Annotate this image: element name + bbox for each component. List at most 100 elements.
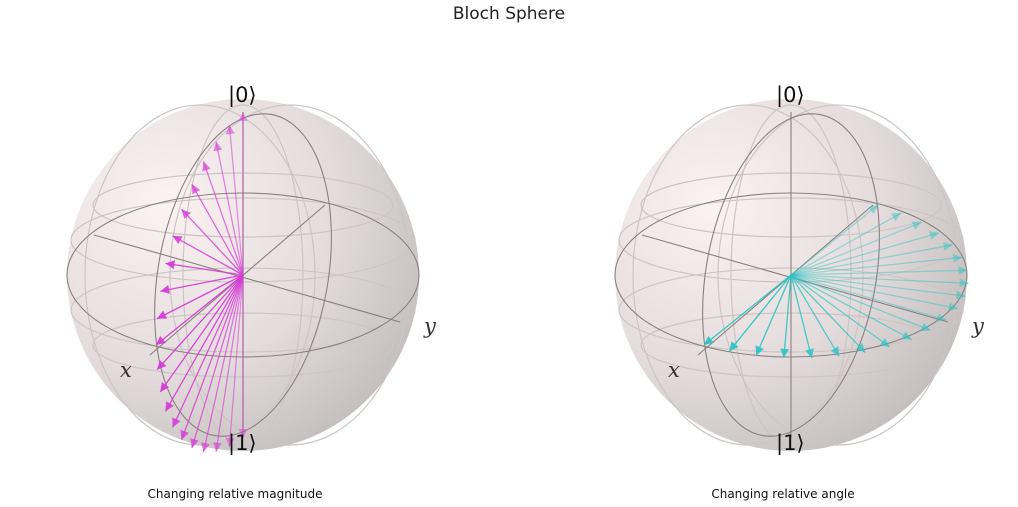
state-vector-arrowhead xyxy=(780,348,790,358)
meridian-ring xyxy=(154,113,332,437)
state-vector-line xyxy=(164,274,244,412)
state-vector-arrowhead xyxy=(201,442,210,453)
state-vector-line xyxy=(202,274,244,453)
state-vector-arrowhead xyxy=(180,429,189,440)
sphere-frame xyxy=(66,112,420,438)
state-vector-line xyxy=(228,274,244,447)
state-vector-arrowhead xyxy=(157,359,167,370)
state-vector-line xyxy=(790,274,947,321)
state-vector-arrowhead xyxy=(928,231,939,240)
state-vector-line xyxy=(215,274,244,452)
state-vector-arrowhead xyxy=(238,429,248,438)
state-vector-line xyxy=(181,208,244,276)
state-vector-line xyxy=(790,232,940,276)
state-vector-arrowhead xyxy=(225,437,235,447)
state-vector-arrowhead xyxy=(805,348,814,359)
state-vector-line xyxy=(790,212,902,276)
state-vector-arrowhead xyxy=(172,235,183,245)
bloch-sphere-magnitude: |0⟩ |1⟩ x y xyxy=(50,70,437,470)
state-vector-arrowhead xyxy=(755,345,764,356)
state-vector-arrowhead xyxy=(947,302,958,312)
state-vector-line xyxy=(155,274,244,346)
state-vector-arrowhead xyxy=(901,331,912,340)
state-vector-arrowhead xyxy=(157,310,168,319)
state-vector-arrowhead xyxy=(191,184,201,195)
state-vector-line xyxy=(228,124,244,276)
state-vector-line xyxy=(165,262,244,276)
state-vector-line xyxy=(191,274,244,449)
state-vector-line xyxy=(703,274,792,346)
state-vectors xyxy=(155,112,248,453)
bloch-sphere-angle: |0⟩ |1⟩ x y xyxy=(598,70,985,470)
state-vector-line xyxy=(790,274,840,357)
state-vector-line xyxy=(790,269,968,276)
state-vector-line xyxy=(790,274,966,297)
state-vector-arrowhead xyxy=(830,346,840,357)
caption-angle: Changing relative angle xyxy=(711,487,855,501)
state-vector-arrowhead xyxy=(156,335,166,345)
ket1-label: |1⟩ xyxy=(228,431,257,456)
ket0-label: |0⟩ xyxy=(228,83,257,108)
state-vector-arrowhead xyxy=(213,442,222,452)
state-vector-arrowhead xyxy=(160,381,170,392)
y-axis-label: y xyxy=(971,314,985,338)
state-vector-line xyxy=(202,161,244,276)
state-vector-arrowhead xyxy=(704,335,714,345)
state-vector-line xyxy=(159,274,244,393)
state-vector-line xyxy=(180,274,244,440)
state-vector-arrowhead xyxy=(181,209,191,219)
state-vector-line xyxy=(790,274,813,359)
state-vector-arrowhead xyxy=(190,438,199,449)
state-vector-line xyxy=(728,274,792,352)
state-vector-arrowhead xyxy=(213,141,223,152)
state-vector-arrowhead xyxy=(160,285,170,294)
state-vector-arrowhead xyxy=(165,260,176,270)
state-vector-arrowhead xyxy=(172,417,181,428)
state-vector-line xyxy=(790,274,890,348)
state-vector-arrowhead xyxy=(942,242,953,251)
ket0-label: |0⟩ xyxy=(776,83,805,108)
state-vector-line xyxy=(790,256,963,276)
state-vector-line xyxy=(172,235,244,276)
x-axis-label: x xyxy=(120,358,132,382)
state-vector-arrowhead xyxy=(955,290,966,300)
state-vector-line xyxy=(755,274,792,356)
state-vector-line xyxy=(790,204,879,276)
meridian-ring xyxy=(702,113,880,437)
state-vector-line xyxy=(783,274,792,358)
state-vector-line xyxy=(790,274,969,284)
state-vector-line xyxy=(790,274,866,354)
state-vector-line xyxy=(790,274,931,332)
state-vector-arrowhead xyxy=(225,124,235,135)
state-vector-line xyxy=(156,274,244,371)
ket1-label: |1⟩ xyxy=(776,431,805,456)
y-axis-label: y xyxy=(423,314,437,338)
state-vector-arrowhead xyxy=(959,278,969,288)
state-vector-arrowhead xyxy=(958,266,968,276)
state-vector-arrowhead xyxy=(729,341,739,352)
caption-magnitude: Changing relative magnitude xyxy=(147,487,323,501)
x-axis-label: x xyxy=(668,358,680,382)
state-vectors xyxy=(703,204,969,359)
state-vector-arrowhead xyxy=(891,212,902,222)
state-vector-line xyxy=(790,221,922,276)
state-vector-arrowhead xyxy=(952,253,963,263)
state-vector-line xyxy=(160,274,244,292)
state-vector-arrowhead xyxy=(911,221,922,230)
state-vector-line xyxy=(156,274,244,320)
state-vector-arrowhead xyxy=(202,161,211,172)
figure-title: Bloch Sphere xyxy=(452,4,566,24)
state-vector-line xyxy=(215,141,244,276)
state-vector-line xyxy=(790,244,953,276)
bloch-sphere-svg: |0⟩ |1⟩ x y xyxy=(614,83,985,456)
state-vector-line xyxy=(191,183,244,276)
state-vector-arrowhead xyxy=(879,337,890,347)
state-vector-arrowhead xyxy=(936,313,946,322)
state-vector-arrowhead xyxy=(855,342,866,353)
state-vector-line xyxy=(790,274,958,310)
state-vector-arrowhead xyxy=(238,112,248,121)
state-vector-arrowhead xyxy=(165,401,174,412)
state-vector-arrowhead xyxy=(920,322,931,332)
y-axis xyxy=(93,234,401,323)
state-vector-arrowhead xyxy=(868,205,878,215)
